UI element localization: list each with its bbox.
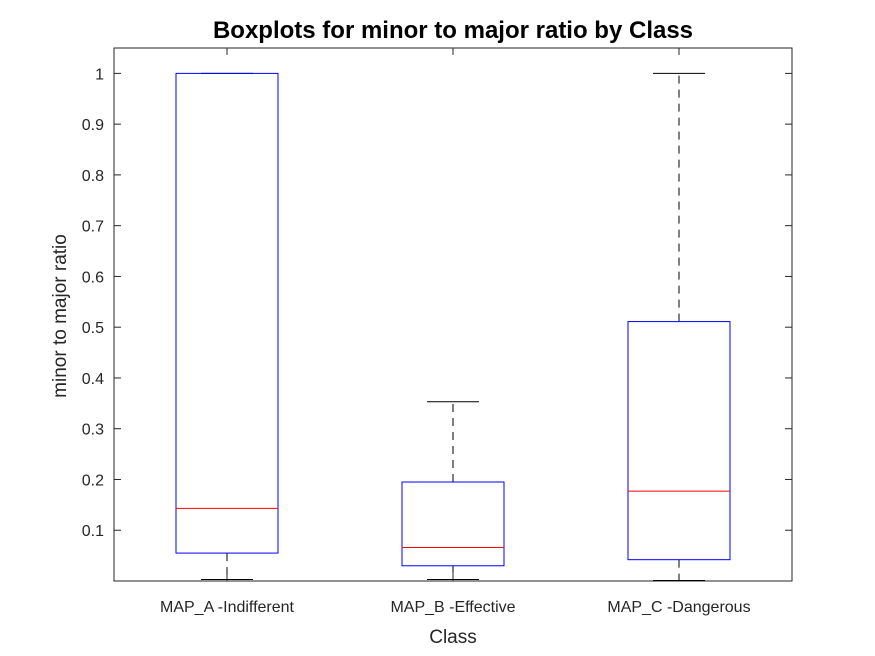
- chart-title: Boxplots for minor to major ratio by Cla…: [213, 17, 693, 44]
- x-axis: MAP_A -Indifferent MAP_B -Effective MAP_C …: [160, 48, 751, 616]
- y-tick-label: 0.2: [82, 472, 104, 489]
- x-tick-label: MAP_C -Dangerous: [607, 599, 750, 616]
- y-axis-label: minor to major ratio: [50, 234, 71, 398]
- y-tick-label: 0.4: [82, 371, 104, 388]
- y-tick-label: 0.8: [82, 168, 104, 185]
- y-axis: 0.1 0.2 0.3 0.4 0.5 0.6 0.7 0.8 0.9 1: [82, 66, 792, 540]
- y-tick-label: 0.7: [82, 219, 104, 236]
- y-tick-label: 0.6: [82, 269, 104, 286]
- y-tick-label: 0.5: [82, 320, 104, 337]
- y-tick-label: 0.3: [82, 422, 104, 439]
- x-tick-label: MAP_B -Effective: [390, 599, 515, 616]
- y-tick-label: 0.9: [82, 117, 104, 134]
- iqr-box: [627, 321, 731, 561]
- iqr-box: [175, 72, 279, 554]
- y-tick-label: 1: [95, 66, 104, 83]
- box-group: [627, 72, 731, 581]
- box-group: [175, 72, 279, 580]
- x-axis-label: Class: [429, 627, 477, 648]
- boxplot-series: [175, 72, 731, 581]
- x-tick-label: MAP_A -Indifferent: [160, 599, 295, 616]
- y-tick-label: 0.1: [82, 523, 104, 540]
- box-group: [401, 401, 505, 580]
- iqr-box: [401, 481, 505, 567]
